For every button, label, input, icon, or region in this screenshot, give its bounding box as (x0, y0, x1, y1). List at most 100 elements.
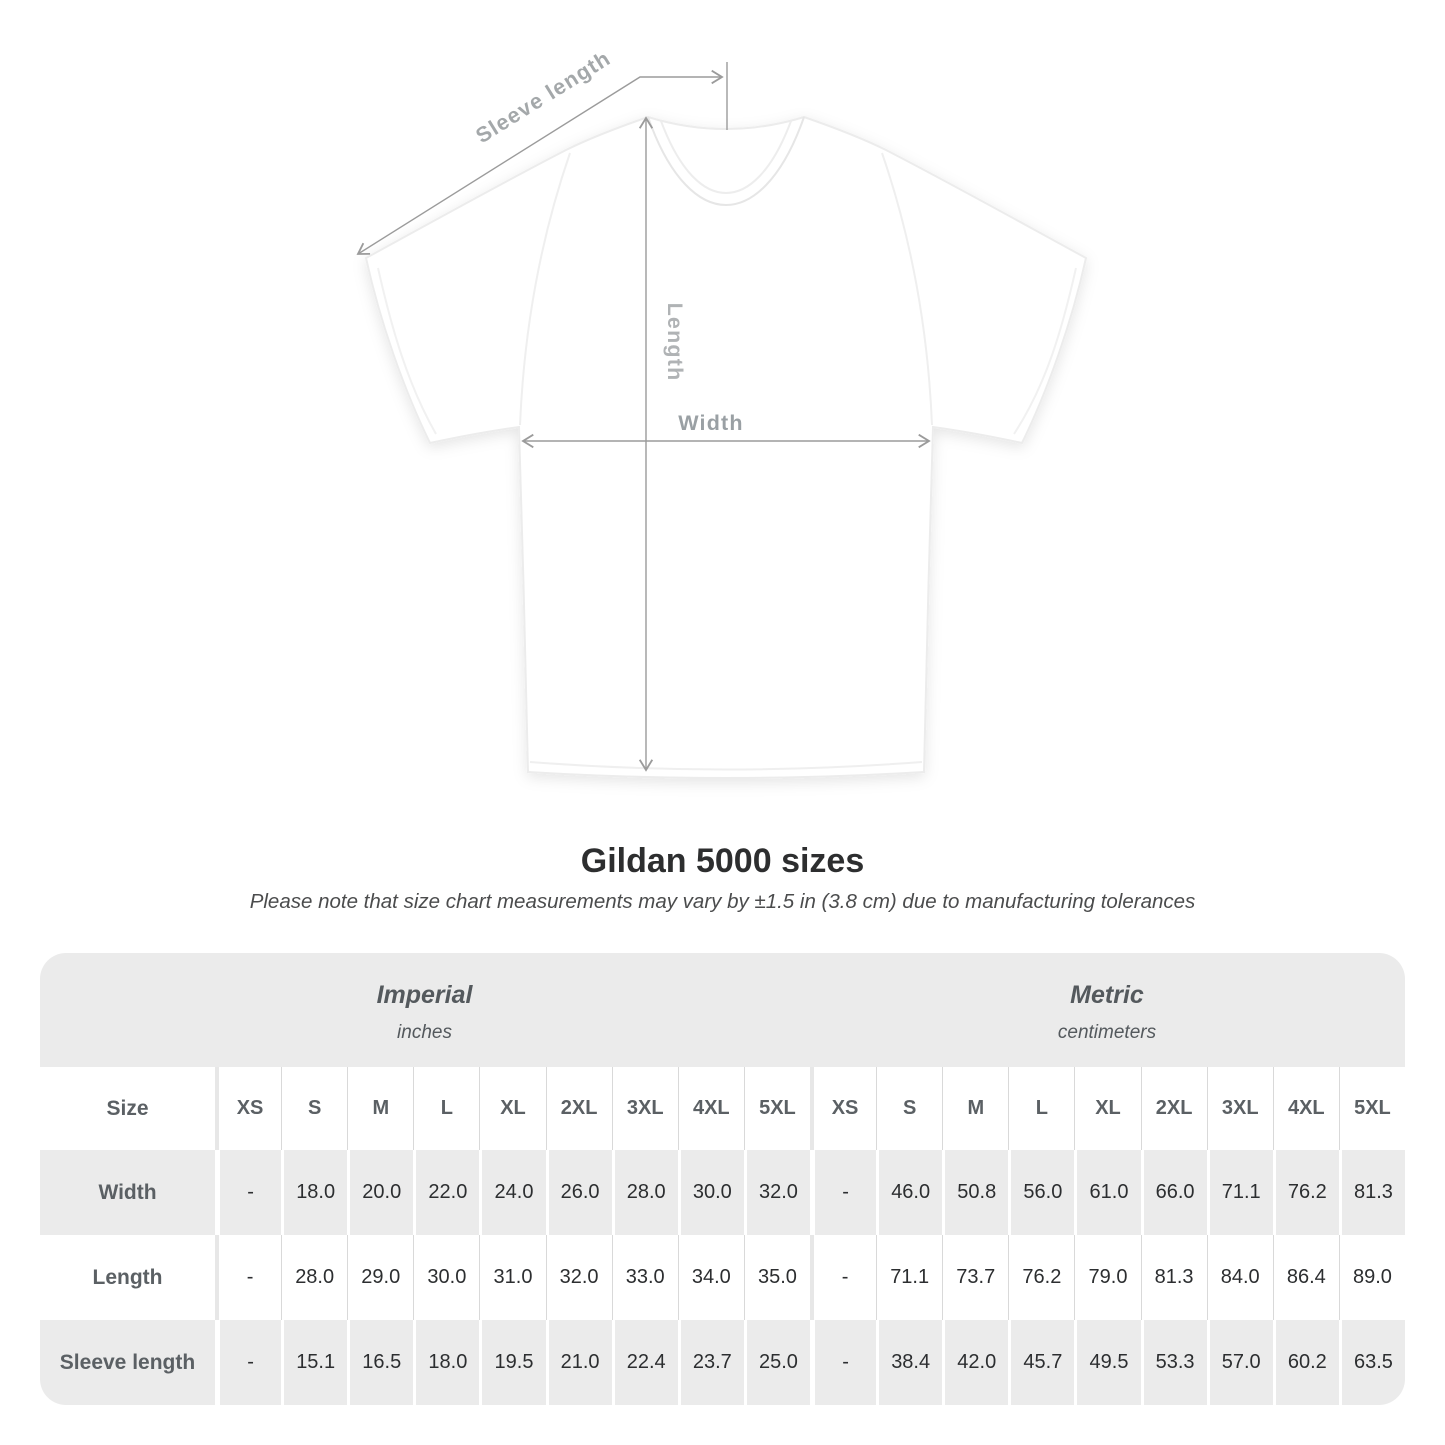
size-table: Imperial inches Metric centimeters Size … (40, 953, 1405, 1405)
sleeve-length-metric-m: 42.0 (942, 1320, 1008, 1405)
sleeve-length-imperial-s: 15.1 (281, 1320, 347, 1405)
width-metric-4xl: 76.2 (1272, 1150, 1339, 1235)
length-imperial-4xl: 34.0 (677, 1235, 744, 1320)
length-metric-2xl: 81.3 (1140, 1235, 1207, 1320)
size-header-imperial-4xl: 4XL (677, 1067, 744, 1150)
size-header-imperial-xs: XS (215, 1067, 281, 1150)
size-header-metric-xl: XL (1074, 1067, 1140, 1150)
length-imperial-3xl: 33.0 (611, 1235, 678, 1320)
length-imperial-xl: 31.0 (479, 1235, 545, 1320)
sleeve-length-metric-3xl: 57.0 (1206, 1320, 1273, 1405)
length-imperial-2xl: 32.0 (545, 1235, 612, 1320)
size-header-metric-3xl: 3XL (1206, 1067, 1273, 1150)
metric-group-label: Metric (1070, 980, 1144, 1009)
metric-unit-label: centimeters (1057, 1021, 1157, 1043)
length-metric-xl: 79.0 (1074, 1235, 1140, 1320)
length-imperial-xs: - (215, 1235, 281, 1320)
size-header-metric-m: M (942, 1067, 1008, 1150)
imperial-group-label: Imperial (376, 980, 473, 1009)
sleeve-length-metric-4xl: 60.2 (1272, 1320, 1339, 1405)
sleeve-length-metric-s: 38.4 (876, 1320, 942, 1405)
size-corner-header: Size (106, 1096, 149, 1120)
sleeve-length-imperial-l: 18.0 (413, 1320, 479, 1405)
size-header-imperial-3xl: 3XL (611, 1067, 678, 1150)
width-metric-m: 50.8 (942, 1150, 1008, 1235)
width-imperial-3xl: 28.0 (611, 1150, 678, 1235)
width-imperial-xs: - (215, 1150, 281, 1235)
width-metric-3xl: 71.1 (1206, 1150, 1273, 1235)
width-imperial-l: 22.0 (413, 1150, 479, 1235)
sleeve-length-imperial-xl: 19.5 (479, 1320, 545, 1405)
sleeve-length-metric-2xl: 53.3 (1140, 1320, 1207, 1405)
sleeve-length-label: Sleeve length (472, 46, 616, 148)
size-header-metric-4xl: 4XL (1272, 1067, 1339, 1150)
size-header-imperial-2xl: 2XL (545, 1067, 612, 1150)
size-header-row: Size XS S M L XL 2XL 3XL 4XL 5XL XS S M L XL 2XL 3XL 4XL… (40, 1067, 1405, 1150)
page-subtitle: Please note that size chart measurements… (249, 890, 1196, 913)
size-header-metric-s: S (876, 1067, 942, 1150)
width-imperial-xl: 24.0 (479, 1150, 545, 1235)
width-metric-l: 56.0 (1008, 1150, 1074, 1235)
length-imperial-l: 30.0 (413, 1235, 479, 1320)
tshirt-diagram: Sleeve length Length Width (356, 46, 1088, 779)
imperial-unit-label: inches (397, 1021, 452, 1043)
table-heading: Gildan 5000 sizes Please note that size … (0, 842, 1445, 914)
table-row-width: Width -18.0 20.0 22.0 24.0 26.0 28.0 30.0 32.0-4… (40, 1150, 1405, 1235)
width-metric-xl: 61.0 (1074, 1150, 1140, 1235)
sleeve-length-imperial-3xl: 22.4 (611, 1320, 678, 1405)
metric-group: Metric centimeters (809, 953, 1405, 1067)
width-imperial-4xl: 30.0 (677, 1150, 744, 1235)
width-metric-s: 46.0 (876, 1150, 942, 1235)
width-imperial-2xl: 26.0 (545, 1150, 612, 1235)
measurement-arrows (356, 62, 931, 772)
length-imperial-s: 28.0 (281, 1235, 347, 1320)
width-imperial-m: 20.0 (347, 1150, 413, 1235)
sleeve-length-imperial-4xl: 23.7 (677, 1320, 744, 1405)
size-header-metric-5xl: 5XL (1338, 1067, 1405, 1150)
page-title: Gildan 5000 sizes (580, 842, 865, 880)
size-header-metric-2xl: 2XL (1140, 1067, 1207, 1150)
width-metric-2xl: 66.0 (1140, 1150, 1207, 1235)
size-header-imperial-l: L (413, 1067, 479, 1150)
sleeve-length-metric-xs: - (810, 1320, 876, 1405)
unit-band: Imperial inches Metric centimeters (40, 953, 1405, 1067)
size-header-imperial-s: S (281, 1067, 347, 1150)
length-label: Length (663, 303, 687, 382)
sleeve-length-imperial-m: 16.5 (347, 1320, 413, 1405)
imperial-group: Imperial inches (40, 953, 809, 1067)
table-body: Width -18.0 20.0 22.0 24.0 26.0 28.0 30.0 32.0-4… (40, 1150, 1405, 1405)
length-metric-5xl: 89.0 (1338, 1235, 1405, 1320)
length-metric-xs: - (810, 1235, 876, 1320)
table-row-length: Length -28.0 29.0 30.0 31.0 32.0 33.0 34.0 35.0-… (40, 1235, 1405, 1320)
length-metric-l: 76.2 (1008, 1235, 1074, 1320)
size-header-imperial-m: M (347, 1067, 413, 1150)
length-metric-m: 73.7 (942, 1235, 1008, 1320)
tshirt-illustration (364, 115, 1088, 779)
sleeve-length-arrow (356, 69, 724, 255)
table-row-sleeve-length: Sleeve length -15.1 16.5 18.0 19.5 21.0 22.4 23… (40, 1320, 1405, 1405)
sleeve-length-metric-l: 45.7 (1008, 1320, 1074, 1405)
sleeve-length-metric-5xl: 63.5 (1338, 1320, 1405, 1405)
size-header-imperial-5xl: 5XL (743, 1067, 810, 1150)
sleeve-length-imperial-2xl: 21.0 (545, 1320, 612, 1405)
length-metric-s: 71.1 (876, 1235, 942, 1320)
sleeve-length-imperial-xs: - (215, 1320, 281, 1405)
size-header-metric-xs: XS (810, 1067, 876, 1150)
sleeve-length-imperial-5xl: 25.0 (743, 1320, 810, 1405)
length-imperial-m: 29.0 (347, 1235, 413, 1320)
width-imperial-s: 18.0 (281, 1150, 347, 1235)
width-label: Width (678, 411, 744, 435)
row-label-length: Length (92, 1265, 163, 1289)
sleeve-length-metric-xl: 49.5 (1074, 1320, 1140, 1405)
tshirt-body (364, 115, 1088, 779)
width-metric-5xl: 81.3 (1338, 1150, 1405, 1235)
width-metric-xs: - (810, 1150, 876, 1235)
width-imperial-5xl: 32.0 (743, 1150, 810, 1235)
length-metric-4xl: 86.4 (1272, 1235, 1339, 1320)
size-header-imperial-xl: XL (479, 1067, 545, 1150)
row-label-width: Width (98, 1180, 157, 1204)
length-metric-3xl: 84.0 (1206, 1235, 1273, 1320)
size-header-metric-l: L (1008, 1067, 1074, 1150)
row-label-sleeve-length: Sleeve length (59, 1350, 196, 1374)
